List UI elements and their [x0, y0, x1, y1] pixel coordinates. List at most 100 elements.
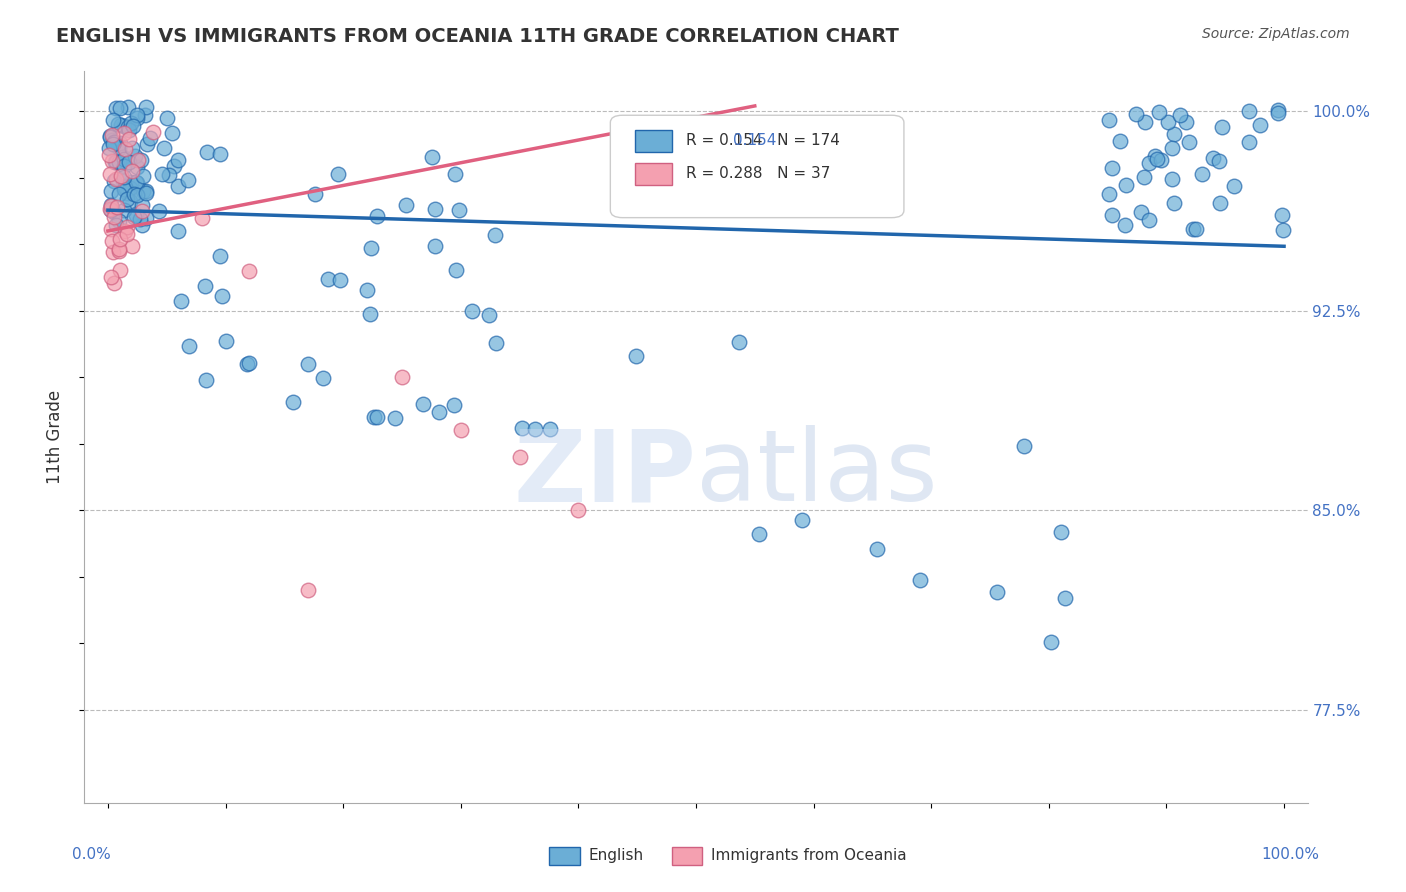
Point	[103, 136, 125, 150]
Point	[908, 573, 931, 587]
Point	[101, 244, 124, 259]
Point	[1178, 135, 1201, 149]
Point	[131, 198, 153, 212]
Point	[366, 209, 388, 223]
Point	[423, 239, 446, 253]
Text: English: English	[588, 848, 644, 863]
Point	[132, 184, 155, 198]
Point	[100, 185, 122, 199]
Point	[1125, 107, 1147, 121]
Point	[121, 141, 143, 155]
Point	[1097, 113, 1119, 128]
Point	[110, 169, 132, 184]
Point	[1223, 179, 1246, 194]
Point	[124, 149, 146, 163]
Point	[1208, 154, 1230, 169]
Point	[134, 108, 156, 122]
Point	[986, 585, 1008, 599]
Point	[115, 186, 138, 200]
Point	[121, 164, 143, 178]
Point	[1157, 115, 1180, 129]
Point	[1101, 161, 1123, 176]
Point	[450, 424, 472, 438]
Point	[1114, 218, 1136, 232]
Point	[447, 203, 470, 218]
Point	[114, 202, 136, 217]
Point	[112, 119, 135, 133]
Point	[443, 398, 465, 412]
Text: Immigrants from Oceania: Immigrants from Oceania	[710, 848, 907, 863]
Point	[167, 224, 190, 238]
Point	[197, 145, 219, 160]
Point	[100, 132, 122, 146]
Point	[118, 155, 141, 169]
Point	[384, 411, 406, 425]
Point	[132, 169, 155, 183]
Point	[114, 224, 136, 238]
Point	[114, 179, 136, 194]
Bar	[672, 847, 702, 865]
Point	[122, 119, 145, 133]
Point	[125, 188, 148, 202]
Point	[120, 194, 142, 208]
Point	[1115, 178, 1137, 193]
Point	[1208, 195, 1230, 210]
Point	[150, 167, 173, 181]
Point	[104, 154, 127, 169]
Point	[391, 370, 413, 384]
Point	[127, 153, 149, 167]
Point	[129, 153, 152, 167]
Point	[170, 293, 193, 308]
Point	[107, 117, 129, 131]
Point	[112, 170, 135, 185]
Point	[238, 356, 260, 370]
Bar	[636, 162, 672, 185]
Point	[125, 175, 148, 189]
Point	[117, 192, 139, 206]
Point	[127, 160, 149, 174]
Point	[108, 232, 131, 246]
Point	[484, 227, 506, 242]
Point	[105, 101, 128, 115]
Point	[117, 120, 139, 135]
Point	[103, 276, 125, 290]
Point	[422, 150, 444, 164]
Point	[1249, 118, 1271, 132]
Bar	[550, 847, 579, 865]
Point	[1053, 591, 1076, 606]
Y-axis label: 11th Grade: 11th Grade	[45, 390, 63, 484]
Point	[100, 222, 122, 236]
Point	[1133, 170, 1156, 185]
Point	[194, 278, 217, 293]
Text: R = 0.154   N = 174: R = 0.154 N = 174	[686, 133, 839, 148]
Point	[110, 136, 132, 150]
Point	[98, 128, 121, 143]
Point	[1202, 151, 1225, 165]
Point	[118, 132, 141, 146]
Point	[98, 148, 121, 162]
Point	[304, 187, 326, 202]
Point	[120, 181, 142, 195]
Point	[478, 309, 501, 323]
Text: R = 0.288   N = 37: R = 0.288 N = 37	[686, 166, 831, 181]
Point	[179, 339, 201, 353]
Point	[112, 181, 135, 195]
Point	[139, 131, 162, 145]
Point	[156, 112, 179, 126]
Point	[359, 307, 381, 321]
Point	[114, 142, 136, 156]
Point	[209, 147, 232, 161]
Point	[115, 219, 138, 234]
Point	[1135, 114, 1157, 128]
Point	[748, 526, 770, 541]
Point	[1040, 635, 1063, 649]
Text: Source: ZipAtlas.com: Source: ZipAtlas.com	[1202, 27, 1350, 41]
Point	[1160, 141, 1182, 155]
Point	[103, 174, 125, 188]
Point	[1150, 153, 1173, 167]
Point	[1174, 115, 1197, 129]
Point	[297, 357, 319, 371]
Point	[152, 140, 174, 154]
Point	[100, 128, 122, 143]
Point	[509, 450, 531, 464]
